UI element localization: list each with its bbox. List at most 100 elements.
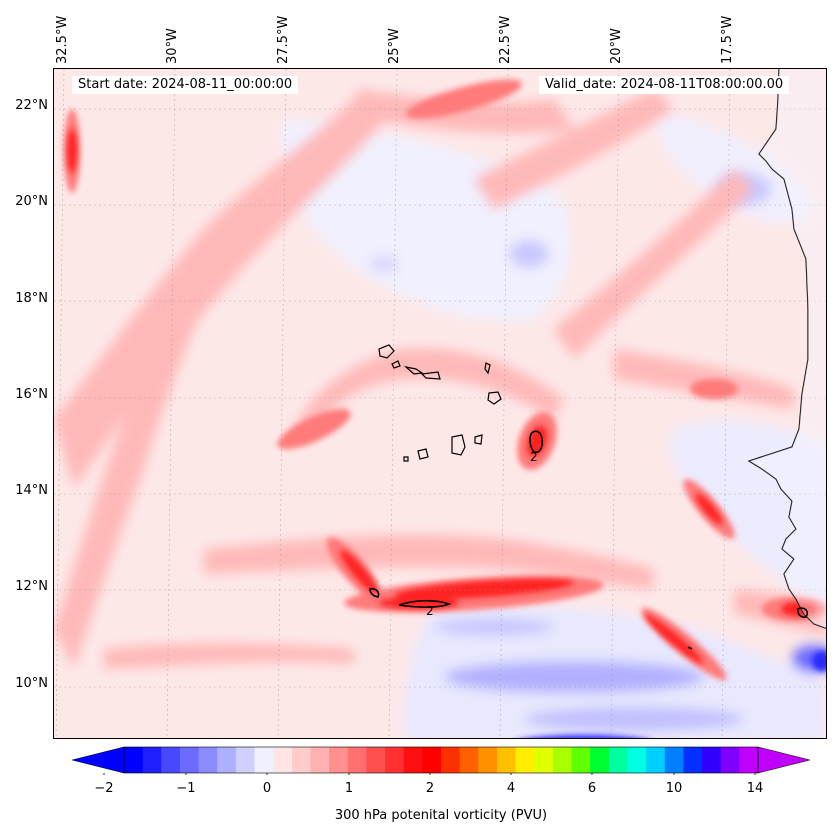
low-pv-region-upper-right <box>654 109 814 224</box>
colorbar-segment <box>552 747 572 773</box>
colorbar-segment <box>273 747 293 773</box>
colorbar-segment <box>198 747 218 773</box>
pv-feature-central-west <box>277 408 351 450</box>
colorbar-segment <box>403 747 423 773</box>
colorbar-segments <box>124 747 759 773</box>
pv-band-northeast-diagonal <box>554 169 754 359</box>
colorbar-segment <box>496 747 516 773</box>
lon-label-30w: 30°W <box>165 28 180 64</box>
colorbar <box>72 746 810 775</box>
colorbar-segment <box>347 747 367 773</box>
colorbar-title: 300 hPa potenital vorticity (PVU) <box>334 808 548 823</box>
colorbar-segment <box>478 747 498 773</box>
pv-map-canvas: 2 2 <box>54 69 826 738</box>
lon-label-27-5w: 27.5°W <box>276 15 291 64</box>
pv-contour-south <box>398 599 452 608</box>
lat-label-10n: 10°N <box>15 676 48 691</box>
colorbar-segment <box>664 747 684 773</box>
island-santa-luzia <box>420 371 441 380</box>
pv-band-southwest <box>104 643 354 669</box>
gridlines <box>54 69 826 738</box>
low-pv-blob-small <box>370 256 398 272</box>
colorbar-frame <box>123 746 759 774</box>
pv-band-western <box>54 269 214 669</box>
pv-band-north-central <box>474 89 674 209</box>
pv-feature-north-arc <box>405 79 523 119</box>
colorbar-segment <box>366 747 386 773</box>
pv-contour-central <box>529 430 543 454</box>
lat-label-14n: 14°N <box>15 483 48 498</box>
colorbar-segment <box>515 747 535 773</box>
lon-label-25w: 25°W <box>387 28 402 64</box>
island-santo-antao <box>378 344 395 359</box>
colorbar-segment <box>142 747 162 773</box>
pv-band-central-arc <box>294 348 564 444</box>
colorbar-segment <box>702 747 722 773</box>
low-pv-strip-mid <box>434 619 554 635</box>
island-maio <box>474 434 483 445</box>
colorbar-tick-14: 14 <box>746 781 764 796</box>
colorbar-tick-6: 6 <box>587 781 597 796</box>
island-brava <box>403 456 409 462</box>
pv-feature-east-mid <box>690 379 738 399</box>
low-pv-band-southeast <box>524 707 744 731</box>
lat-label-22n: 22°N <box>15 98 48 113</box>
lat-label-20n: 20°N <box>15 194 48 209</box>
colorbar-tick-1: 1 <box>344 781 354 796</box>
colorbar-segment <box>608 747 628 773</box>
colorbar-segment <box>646 747 666 773</box>
moderate-pv-bands <box>54 89 826 669</box>
pv-contour-southeast <box>687 646 693 650</box>
pv-contour-label-south: 2 <box>426 604 434 618</box>
colorbar-segment <box>217 747 237 773</box>
island-sao-vicente <box>391 360 401 369</box>
island-sao-nicolau <box>403 365 424 375</box>
cape-verde-islands <box>378 344 502 462</box>
colorbar-segment <box>161 747 181 773</box>
colorbar-segment <box>291 747 311 773</box>
lat-label-12n: 12°N <box>15 579 48 594</box>
colorbar-segment <box>571 747 591 773</box>
lon-label-20w: 20°W <box>609 28 624 64</box>
colorbar-tick-marks <box>103 773 756 775</box>
island-fogo <box>417 448 429 460</box>
island-sal <box>484 362 491 375</box>
lat-label-18n: 18°N <box>15 291 48 306</box>
colorbar-segment <box>179 747 199 773</box>
colorbar-segment <box>627 747 647 773</box>
pv-band-east-mid <box>614 349 794 409</box>
colorbar-segment <box>534 747 554 773</box>
low-pv-band-south <box>444 661 704 693</box>
pv-contour-label-central: 2 <box>530 450 538 464</box>
colorbar-tick-10: 10 <box>665 781 683 796</box>
colorbar-segment <box>422 747 442 773</box>
africa-land-shade <box>749 69 826 629</box>
colorbar-segment <box>124 747 144 773</box>
colorbar-segment <box>683 747 703 773</box>
pv-band-south-central <box>204 534 654 589</box>
colorbar-segment <box>385 747 405 773</box>
colorbar-segment <box>310 747 330 773</box>
colorbar-segment <box>720 747 740 773</box>
colorbar-segment <box>235 747 255 773</box>
start-date-label: Start date: 2024-08-11_00:00:00 <box>72 76 299 94</box>
colorbar-segment <box>590 747 610 773</box>
pv-map-panel: 2 2 <box>53 68 827 739</box>
pv-2-contours <box>369 430 809 650</box>
island-boa-vista <box>487 391 502 405</box>
colorbar-tick-0: 0 <box>262 781 272 796</box>
valid-date-label: Valid_date: 2024-08-11T08:00:00.00 <box>539 76 790 94</box>
colorbar-segment <box>329 747 349 773</box>
colorbar-tick-m2: −2 <box>94 781 114 796</box>
lat-label-16n: 16°N <box>15 387 48 402</box>
colorbar-tick-m1: −1 <box>176 781 196 796</box>
lon-label-32-5w: 32.5°W <box>55 15 70 64</box>
colorbar-extend-left <box>72 746 125 774</box>
colorbar-segment <box>459 747 479 773</box>
low-pv-region-east <box>670 420 826 609</box>
africa-coastline <box>747 69 826 629</box>
pv-contour-southwest <box>369 588 380 598</box>
colorbar-extend-right <box>757 746 810 774</box>
colorbar-segment <box>441 747 461 773</box>
island-santiago <box>451 434 466 456</box>
